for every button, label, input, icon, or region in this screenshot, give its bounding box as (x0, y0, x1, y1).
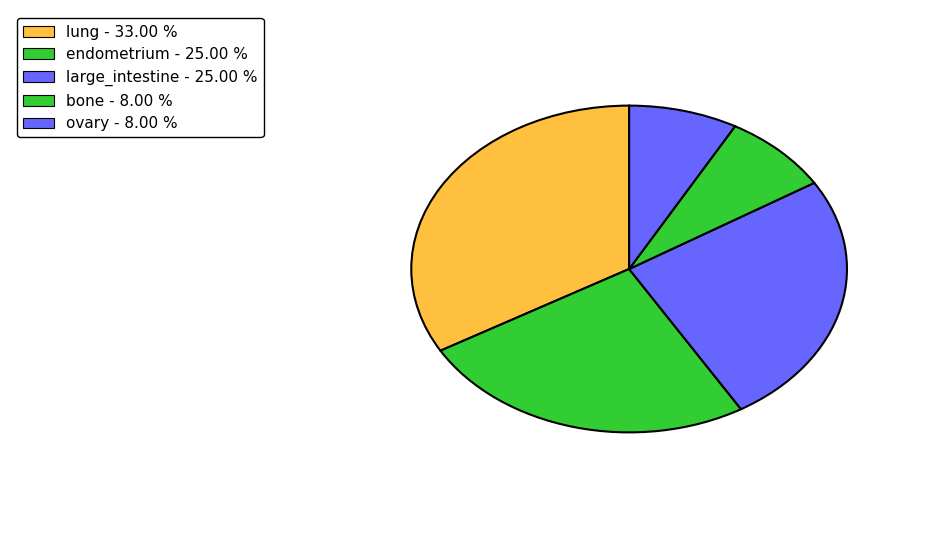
Wedge shape (629, 126, 814, 269)
Wedge shape (629, 183, 847, 409)
Legend: lung - 33.00 %, endometrium - 25.00 %, large_intestine - 25.00 %, bone - 8.00 %,: lung - 33.00 %, endometrium - 25.00 %, l… (17, 18, 264, 137)
Wedge shape (440, 269, 741, 433)
Wedge shape (411, 105, 629, 351)
Wedge shape (629, 105, 735, 269)
